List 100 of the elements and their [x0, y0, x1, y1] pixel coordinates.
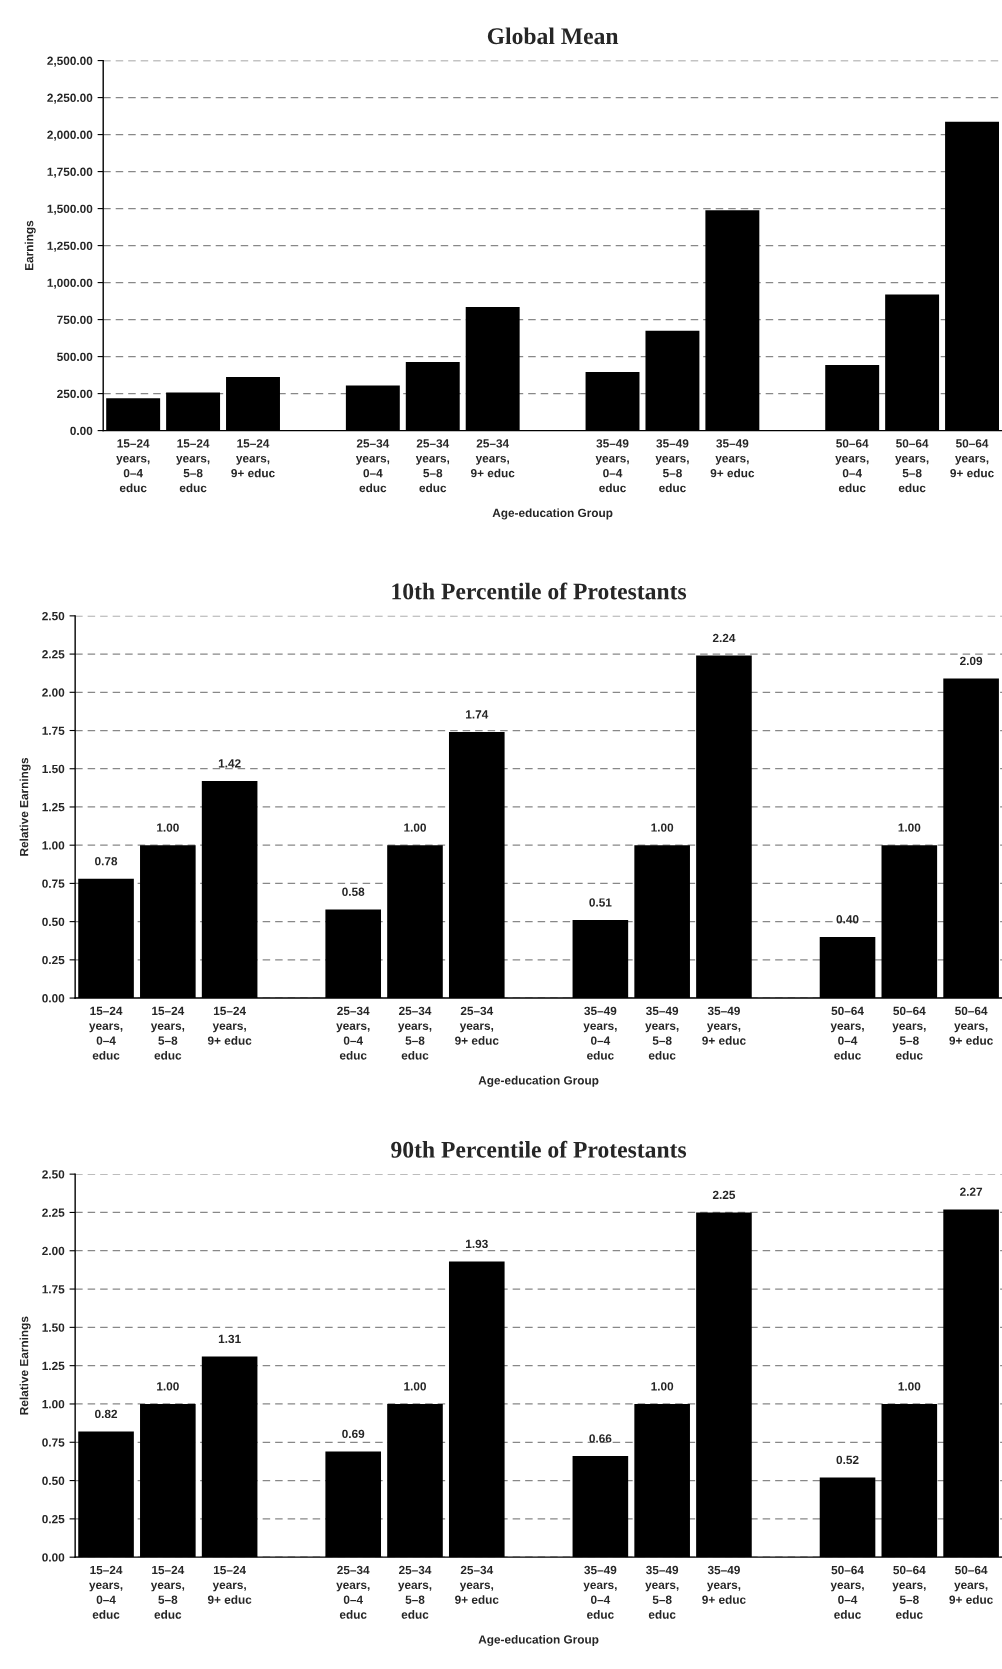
y-tick-label: 2,000.00 — [47, 130, 93, 141]
data-label: 2.27 — [960, 1187, 983, 1196]
bar — [226, 376, 280, 431]
y-tick-label: 500.00 — [57, 352, 93, 361]
data-label: 1.74 — [466, 710, 489, 719]
data-label: 1.00 — [898, 823, 921, 832]
bar — [465, 307, 520, 431]
data-label: 0.51 — [589, 898, 612, 907]
data-label: 2.24 — [712, 633, 736, 643]
data-label: 1.42 — [218, 759, 241, 768]
data-label: 0.52 — [836, 1455, 859, 1465]
x-tick-label: 25–34 years, 5–8 educ — [398, 1565, 432, 1619]
bar — [885, 294, 940, 431]
y-tick-label: 2.50 — [42, 1170, 65, 1179]
y-tick-label: 0.00 — [70, 426, 93, 435]
bar — [106, 398, 161, 431]
x-tick-label: 35–49 years, 0–4 educ — [583, 1565, 617, 1619]
x-tick-label: 15–24 years, 5–8 educ — [176, 439, 210, 493]
y-tick-label: 1.50 — [42, 1323, 65, 1332]
bar — [705, 210, 760, 431]
x-tick-label: 15–24 years, 0–4 educ — [89, 1565, 123, 1619]
data-label: 1.00 — [651, 823, 674, 832]
data-label: 0.40 — [836, 915, 859, 924]
x-tick-label: 15–24 years, 5–8 educ — [150, 1006, 185, 1060]
x-tick-label: 15–24 years, 9+ educ — [207, 1565, 252, 1604]
chart-title: 90th Percentile of Protestants — [391, 1140, 687, 1158]
x-tick-label: 50–64 years, 5–8 educ — [892, 1006, 926, 1060]
y-tick-label: 0.25 — [42, 1514, 65, 1524]
y-tick-label: 1.00 — [42, 1400, 65, 1409]
data-label: 2.25 — [712, 1190, 736, 1199]
y-tick-label: 1.75 — [42, 726, 65, 735]
y-tick-label: 2,250.00 — [47, 93, 93, 104]
data-label: 2.09 — [960, 656, 983, 666]
x-tick-label: 15–24 years, 5–8 educ — [150, 1565, 185, 1619]
y-tick-label: 0.50 — [42, 1476, 65, 1485]
y-tick-label: 0.00 — [42, 1553, 65, 1562]
bar — [166, 392, 221, 431]
y-tick-label: 1,000.00 — [47, 278, 93, 289]
x-tick-label: 15–24 years, 9+ educ — [207, 1006, 252, 1045]
data-label: 0.58 — [342, 887, 365, 896]
data-label: 0.66 — [589, 1434, 612, 1443]
y-tick-label: 0.75 — [42, 1438, 65, 1447]
x-tick-label: 50–64 years, 0–4 educ — [830, 1565, 864, 1619]
x-tick-label: 25–34 years, 9+ educ — [455, 1006, 499, 1045]
y-tick-label: 1.25 — [42, 1361, 65, 1371]
bar — [345, 385, 400, 431]
y-tick-label: 1.50 — [42, 764, 65, 774]
x-tick-label: 35–49 years, 5–8 educ — [645, 1006, 679, 1060]
data-label: 0.78 — [95, 857, 118, 866]
x-tick-label: 50–64 years, 9+ educ — [949, 1006, 993, 1045]
bar — [645, 330, 700, 431]
x-tick-label: 25–34 years, 0–4 educ — [355, 439, 390, 493]
y-tick-label: 2,500.00 — [47, 56, 93, 67]
x-tick-label: 25–34 years, 9+ educ — [455, 1565, 499, 1604]
data-label: 1.00 — [157, 1382, 179, 1391]
y-tick-label: 0.25 — [42, 955, 65, 965]
y-tick-label: 2.00 — [42, 1246, 65, 1256]
y-tick-label: 1,500.00 — [47, 204, 93, 215]
y-tick-label: 0.75 — [42, 879, 65, 888]
x-tick-label: 50–64 years, 9+ educ — [949, 1565, 993, 1604]
x-tick-label: 35–49 years, 9+ educ — [702, 1565, 746, 1604]
data-label: 1.00 — [651, 1382, 674, 1391]
y-tick-label: 0.50 — [42, 917, 65, 927]
data-label: 1.00 — [898, 1382, 921, 1391]
data-label: 0.82 — [95, 1409, 118, 1419]
y-tick-label: 1.25 — [42, 803, 65, 812]
x-tick-label: 50–64 years, 9+ educ — [950, 439, 994, 478]
y-tick-label: 1.00 — [42, 841, 65, 850]
chart-title: 10th Percentile of Protestants — [392, 582, 687, 600]
x-axis-title: Age-education Group — [478, 1075, 599, 1087]
y-tick-label: 2.25 — [42, 650, 65, 659]
data-label: 1.93 — [466, 1239, 488, 1249]
y-tick-label: 2.25 — [42, 1208, 65, 1217]
x-tick-label: 50–64 years, 0–4 educ — [835, 439, 869, 493]
x-tick-label: 50–64 years, 5–8 educ — [895, 439, 929, 493]
bar — [405, 361, 460, 431]
x-tick-label: 35–49 years, 5–8 educ — [645, 1565, 679, 1619]
x-tick-label: 35–49 years, 9+ educ — [710, 439, 755, 478]
x-axis-title: Age-education Group — [492, 508, 613, 520]
y-axis-title: Relative Earnings — [19, 1316, 31, 1415]
x-axis-title: Age-education Group — [478, 1634, 599, 1647]
y-axis-title: Relative Earnings — [19, 757, 31, 856]
x-tick-label: 25–34 years, 0–4 educ — [336, 1006, 370, 1060]
data-label: 1.00 — [404, 1382, 426, 1391]
y-tick-label: 750.00 — [57, 315, 93, 324]
y-tick-label: 250.00 — [57, 389, 93, 398]
x-tick-label: 25–34 years, 9+ educ — [470, 439, 515, 478]
x-tick-label: 25–34 years, 0–4 educ — [336, 1565, 370, 1619]
data-label: 1.00 — [404, 823, 426, 832]
x-tick-label: 35–49 years, 0–4 educ — [583, 1006, 617, 1060]
data-label: 1.00 — [157, 823, 179, 832]
y-tick-label: 1,250.00 — [47, 241, 93, 252]
y-tick-label: 1,750.00 — [47, 167, 93, 178]
x-tick-label: 35–49 years, 9+ educ — [702, 1006, 746, 1045]
bar — [825, 365, 880, 431]
bar — [585, 371, 640, 431]
x-tick-label: 15–24 years, 9+ educ — [231, 439, 275, 478]
x-tick-label: 15–24 years, 0–4 educ — [89, 1006, 123, 1060]
x-tick-label: 25–34 years, 5–8 educ — [398, 1006, 432, 1060]
y-tick-label: 2.00 — [42, 688, 65, 697]
